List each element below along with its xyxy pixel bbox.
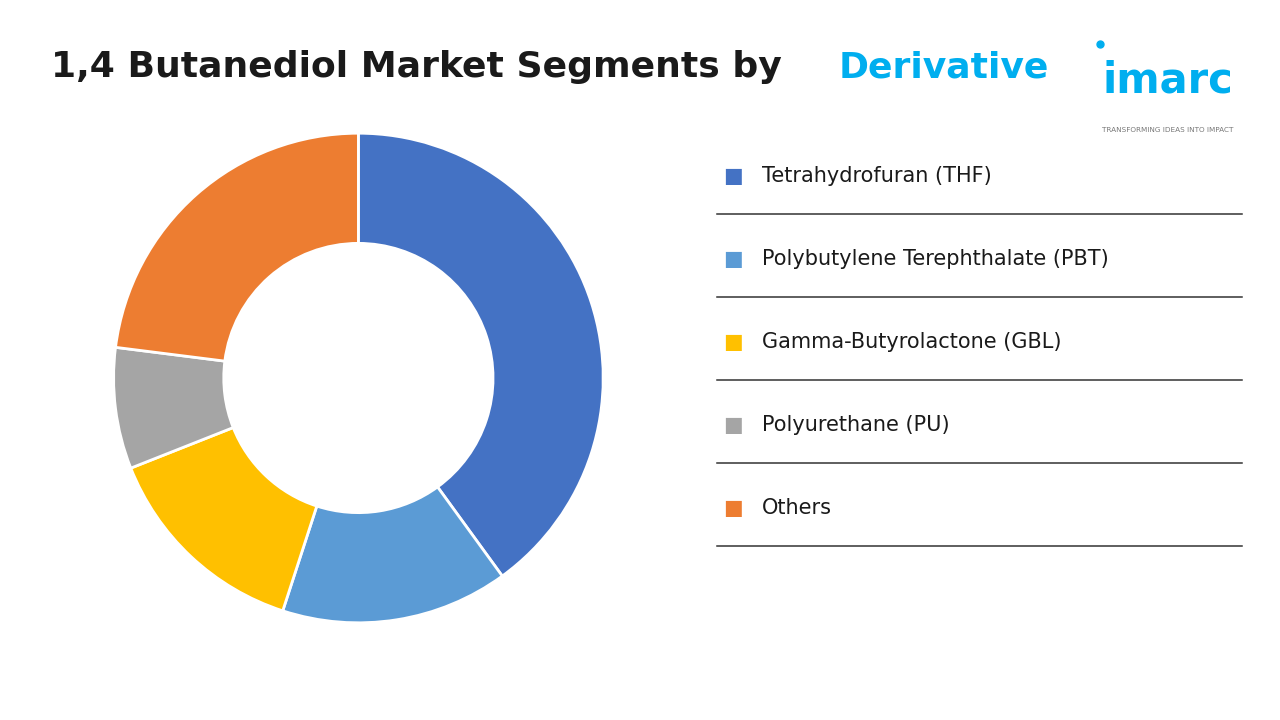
Wedge shape: [131, 428, 316, 611]
Text: 1,4 Butanediol Market Segments by: 1,4 Butanediol Market Segments by: [51, 50, 795, 84]
Wedge shape: [283, 487, 502, 623]
Wedge shape: [115, 133, 358, 361]
Text: ■: ■: [723, 332, 742, 352]
Text: imarc: imarc: [1102, 60, 1234, 102]
Text: ■: ■: [723, 166, 742, 186]
Text: TRANSFORMING IDEAS INTO IMPACT: TRANSFORMING IDEAS INTO IMPACT: [1102, 127, 1234, 133]
Text: ■: ■: [723, 249, 742, 269]
Text: ■: ■: [723, 498, 742, 518]
Wedge shape: [358, 133, 603, 576]
Text: Polyurethane (PU): Polyurethane (PU): [762, 415, 950, 435]
Text: ■: ■: [723, 415, 742, 435]
Text: Others: Others: [762, 498, 832, 518]
Text: Derivative: Derivative: [838, 50, 1048, 84]
Text: Gamma-Butyrolactone (GBL): Gamma-Butyrolactone (GBL): [762, 332, 1061, 352]
Text: Tetrahydrofuran (THF): Tetrahydrofuran (THF): [762, 166, 991, 186]
Wedge shape: [114, 347, 233, 468]
Text: Polybutylene Terephthalate (PBT): Polybutylene Terephthalate (PBT): [762, 249, 1108, 269]
